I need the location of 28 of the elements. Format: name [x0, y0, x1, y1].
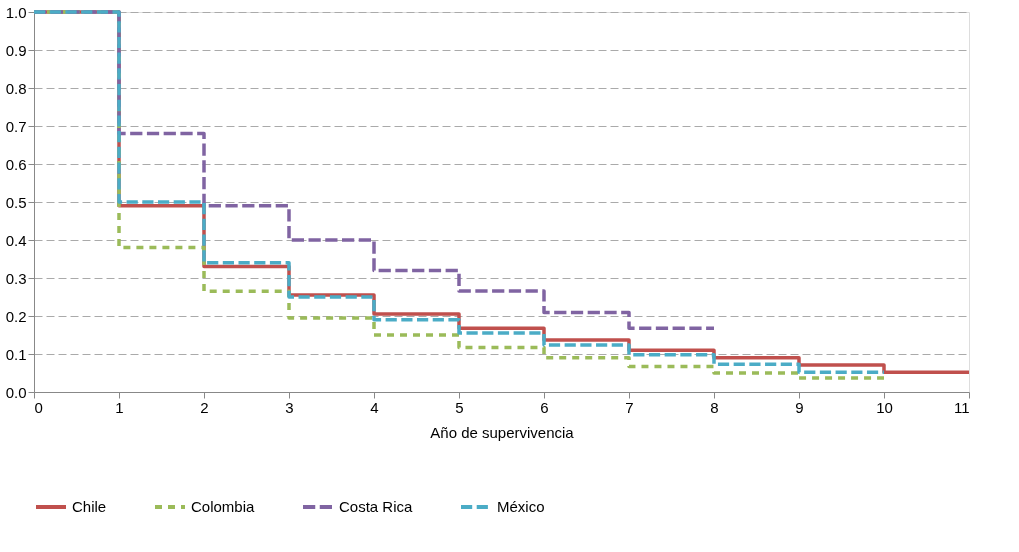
- x-tick-label: 8: [710, 398, 719, 416]
- x-tick-label: 10: [876, 398, 893, 416]
- x-tick-label: 3: [285, 398, 294, 416]
- y-tick-label: 0.9: [5, 41, 27, 59]
- x-tick-label: 5: [455, 398, 464, 416]
- y-tick-label: 0.1: [5, 345, 27, 363]
- legend-label: México: [497, 498, 545, 515]
- x-tick-label: 0: [34, 398, 43, 416]
- x-tick-label: 1: [115, 398, 124, 416]
- x-axis-title: Año de supervivencia: [430, 423, 575, 441]
- x-tick-label: 7: [625, 398, 634, 416]
- y-tick-label: 0.8: [5, 79, 27, 97]
- y-tick-label: 0.0: [5, 383, 27, 401]
- legend-label: Costa Rica: [339, 498, 414, 515]
- y-tick-label: 0.5: [5, 193, 27, 211]
- y-tick-label: 0.3: [5, 269, 27, 287]
- x-tick-label: 11: [953, 398, 970, 416]
- y-tick-label: 0.7: [5, 117, 27, 135]
- x-tick-label: 6: [540, 398, 549, 416]
- legend-label: Chile: [72, 498, 107, 515]
- y-tick-label: 0.6: [5, 155, 27, 173]
- y-tick-label: 0.4: [5, 231, 27, 249]
- x-tick-label: 2: [200, 398, 209, 416]
- y-tick-label: 1.0: [5, 3, 27, 21]
- legend-label: Colombia: [191, 498, 256, 515]
- x-tick-label: 4: [370, 398, 379, 416]
- x-tick-label: 9: [795, 398, 804, 416]
- y-tick-label: 0.2: [5, 307, 27, 325]
